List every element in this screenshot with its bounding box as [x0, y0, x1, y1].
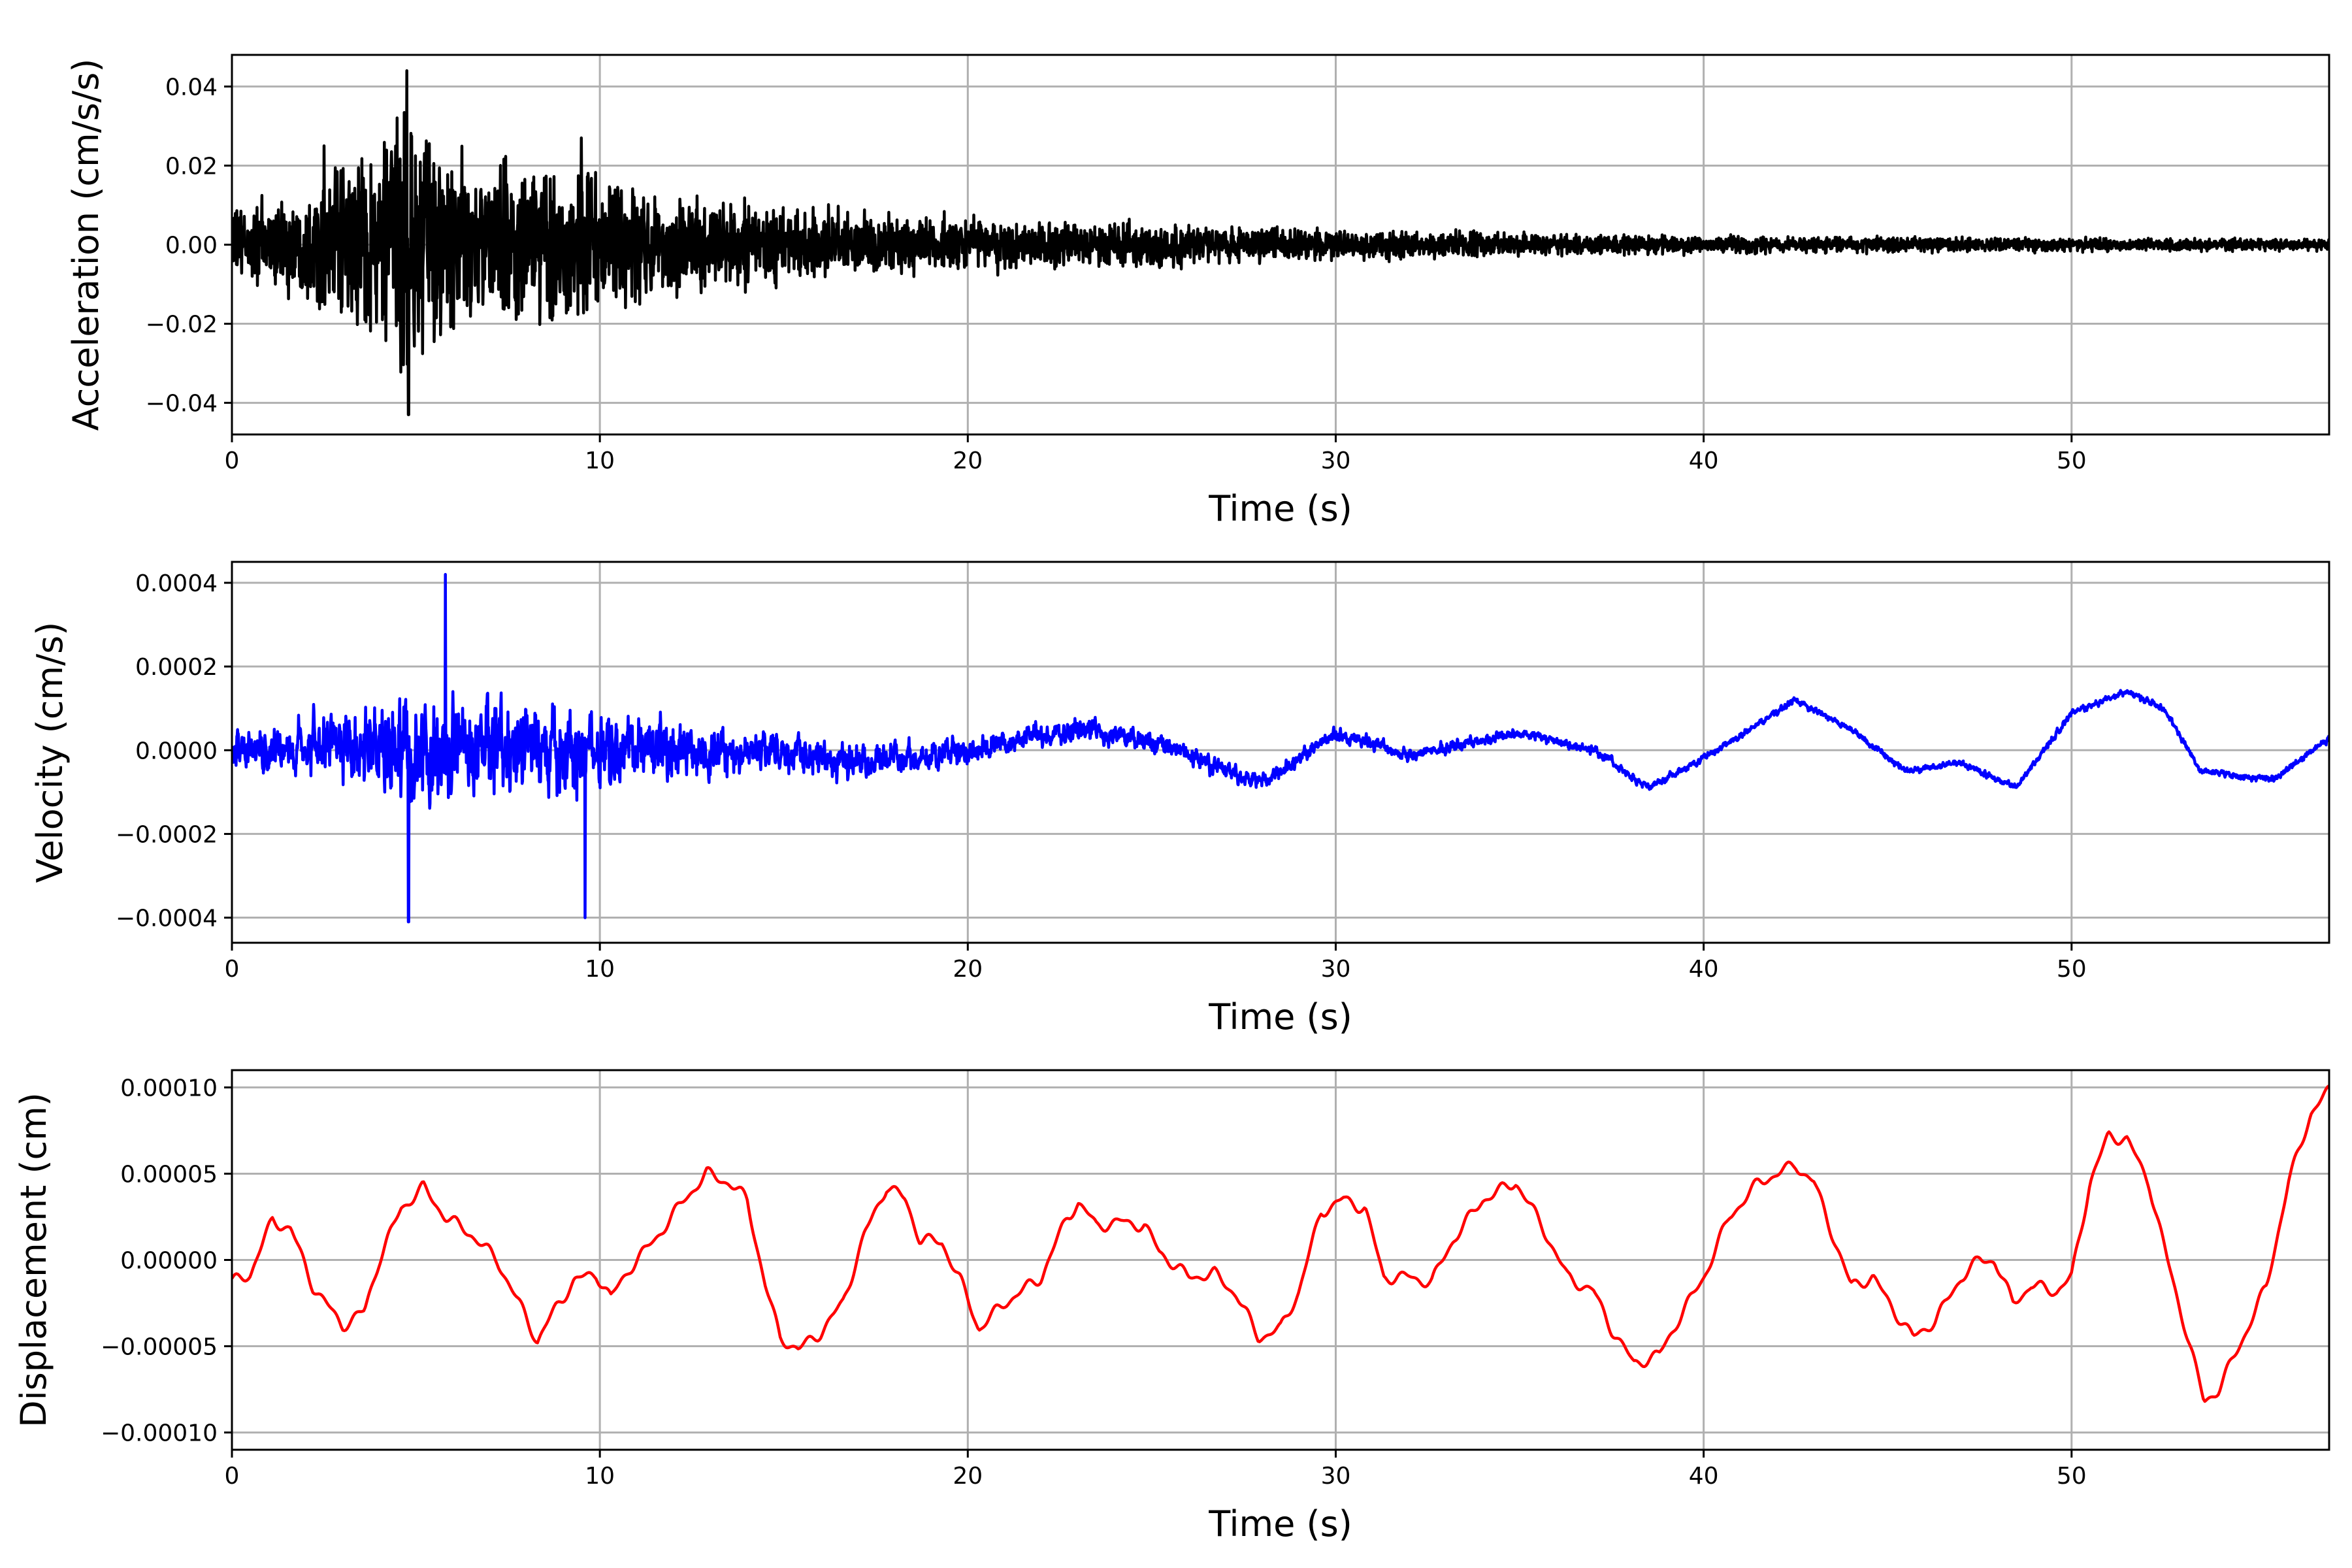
x-tick-label: 10 — [585, 448, 615, 474]
y-tick-label: 0.0002 — [135, 654, 218, 681]
y-tick-label: 0.0000 — [135, 738, 218, 764]
x-tick-label: 40 — [1689, 1463, 1719, 1490]
x-tick-label: 50 — [2057, 1463, 2087, 1490]
y-tick-label: 0.0004 — [135, 570, 218, 597]
y-tick-label: −0.00010 — [101, 1420, 218, 1447]
series-line-acceleration — [232, 69, 2329, 416]
x-tick-label: 30 — [1321, 956, 1351, 983]
y-tick-label: −0.00005 — [101, 1334, 218, 1361]
plot-frame — [231, 54, 2330, 436]
y-tick-label: 0.00005 — [120, 1161, 218, 1188]
x-tick-label: 20 — [953, 1463, 983, 1490]
x-axis-label: Time (s) — [1208, 1503, 1352, 1544]
y-tick-label: −0.04 — [146, 391, 218, 417]
series-line-velocity — [232, 572, 2329, 924]
y-axis-label: Acceleration (cm/s/s) — [65, 59, 106, 431]
x-tick-label: 40 — [1689, 448, 1719, 474]
y-axis-label: Displacement (cm) — [13, 1092, 54, 1428]
y-tick-label: 0.02 — [165, 153, 218, 180]
displacement-panel: 0 10 20 30 40 50 −0.00010 −0.00005 0.00000 0.0000… — [13, 1069, 2330, 1544]
x-tick-label: 30 — [1321, 1463, 1351, 1490]
x-tick-label: 10 — [585, 1463, 615, 1490]
x-tick-label: 20 — [953, 448, 983, 474]
y-tick-label: −0.02 — [146, 312, 218, 338]
x-tick-label: 40 — [1689, 956, 1719, 983]
x-tick-label: 0 — [225, 448, 240, 474]
x-tick-label: 50 — [2057, 448, 2087, 474]
y-axis-label: Velocity (cm/s) — [29, 622, 71, 883]
plot-frame — [231, 561, 2330, 944]
x-axis-label: Time (s) — [1208, 996, 1352, 1037]
x-tick-label: 0 — [225, 1463, 240, 1490]
x-tick-label: 30 — [1321, 448, 1351, 474]
y-tick-label: 0.04 — [165, 74, 218, 101]
velocity-panel: 0 10 20 30 40 50 −0.0004 −0.0002 0.0000 0.0002 0.0… — [29, 561, 2330, 1037]
acceleration-panel: 0 10 20 30 40 50 −0.04 −0.02 0.00 0.02 0.04 Time (s… — [65, 54, 2330, 529]
x-tick-label: 10 — [585, 956, 615, 983]
x-axis-label: Time (s) — [1208, 488, 1352, 529]
series-line-displacement — [232, 1085, 2329, 1403]
x-tick-label: 20 — [953, 956, 983, 983]
x-tick-label: 50 — [2057, 956, 2087, 983]
y-tick-label: 0.00010 — [120, 1075, 218, 1102]
y-tick-label: 0.00000 — [120, 1248, 218, 1275]
y-tick-label: −0.0004 — [116, 906, 218, 932]
y-tick-label: −0.0002 — [116, 821, 218, 848]
plot-frame — [231, 1069, 2330, 1451]
x-tick-label: 0 — [225, 956, 240, 983]
y-tick-label: 0.00 — [165, 233, 218, 259]
